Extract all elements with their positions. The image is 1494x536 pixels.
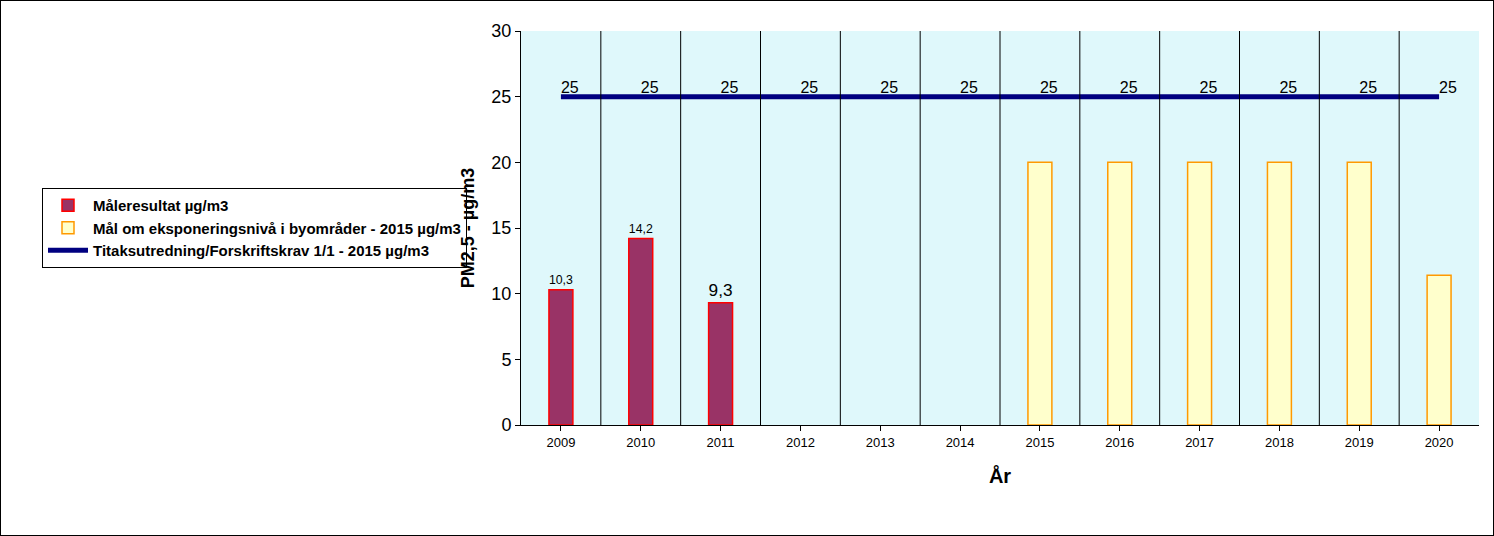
svg-text:25: 25 (960, 79, 978, 96)
svg-text:2016: 2016 (1105, 435, 1134, 450)
svg-text:2013: 2013 (866, 435, 895, 450)
svg-text:2014: 2014 (946, 435, 975, 450)
svg-text:25: 25 (800, 79, 818, 96)
svg-text:2015: 2015 (1025, 435, 1054, 450)
svg-text:14,2: 14,2 (629, 222, 653, 236)
svg-text:25: 25 (641, 79, 659, 96)
svg-text:2011: 2011 (707, 435, 735, 450)
svg-text:5: 5 (501, 350, 511, 370)
svg-text:25: 25 (1359, 79, 1377, 96)
svg-text:År: År (989, 464, 1011, 487)
svg-text:Titaksutredning/Forskriftskrav: Titaksutredning/Forskriftskrav 1/1 - 201… (93, 242, 429, 259)
svg-text:2018: 2018 (1265, 435, 1294, 450)
svg-text:2009: 2009 (546, 435, 575, 450)
svg-text:2019: 2019 (1345, 435, 1374, 450)
svg-text:25: 25 (1439, 79, 1457, 96)
svg-text:2020: 2020 (1425, 435, 1454, 450)
svg-text:PM2,5 - µg/m3: PM2,5 - µg/m3 (458, 168, 478, 288)
svg-text:25: 25 (1120, 79, 1138, 96)
svg-text:10,3: 10,3 (549, 273, 573, 287)
svg-text:25: 25 (880, 79, 898, 96)
svg-text:Måleresultat µg/m3: Måleresultat µg/m3 (93, 197, 228, 214)
svg-text:30: 30 (491, 21, 511, 41)
svg-text:25: 25 (1040, 79, 1058, 96)
svg-text:25: 25 (1279, 79, 1297, 96)
svg-text:25: 25 (561, 79, 579, 96)
svg-text:0: 0 (501, 415, 511, 435)
svg-text:2010: 2010 (626, 435, 655, 450)
svg-text:25: 25 (721, 79, 739, 96)
svg-text:25: 25 (491, 87, 511, 107)
svg-text:Mål om eksponeringsnivå i byom: Mål om eksponeringsnivå i byområder - 20… (93, 220, 461, 237)
svg-text:20: 20 (491, 153, 511, 173)
svg-text:2017: 2017 (1185, 435, 1214, 450)
svg-text:10: 10 (491, 284, 511, 304)
svg-text:15: 15 (491, 218, 511, 238)
svg-text:9,3: 9,3 (709, 280, 733, 300)
svg-text:25: 25 (1200, 79, 1218, 96)
svg-text:2012: 2012 (786, 435, 815, 450)
